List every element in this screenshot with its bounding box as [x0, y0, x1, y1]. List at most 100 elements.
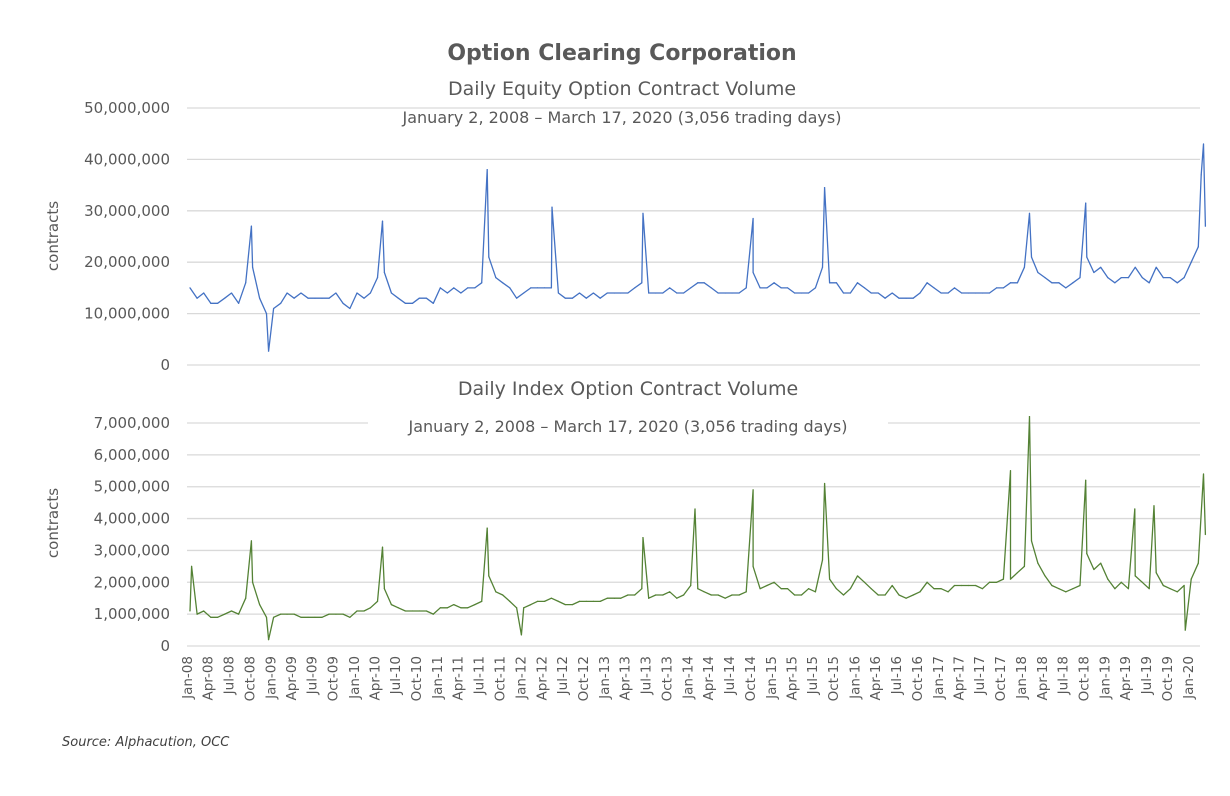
data-point	[265, 616, 268, 618]
data-point	[238, 613, 240, 615]
x-tick-label: Jan-15	[764, 656, 780, 700]
data-point	[676, 292, 678, 294]
x-tick-label: Apr-17	[951, 656, 967, 701]
data-point	[1190, 261, 1192, 263]
data-point	[259, 297, 261, 299]
data-point	[467, 287, 469, 289]
data-point	[1155, 266, 1157, 268]
x-tick-label: Oct-08	[242, 656, 258, 701]
data-point	[381, 220, 384, 222]
data-point	[425, 297, 427, 299]
data-point	[217, 302, 219, 304]
data-point	[891, 292, 893, 294]
data-point	[557, 292, 560, 294]
data-point	[669, 287, 671, 289]
data-point	[280, 613, 282, 615]
data-point	[1065, 591, 1067, 593]
data-point	[898, 297, 900, 299]
y-tick-label: 10,000,000	[84, 305, 170, 323]
data-point	[780, 588, 782, 590]
x-tick-label: Oct-18	[1077, 656, 1093, 701]
data-point	[1100, 266, 1102, 268]
data-point	[349, 616, 351, 618]
data-point	[250, 225, 253, 227]
data-point	[446, 292, 449, 294]
data-point	[697, 282, 699, 284]
data-point	[203, 610, 205, 612]
data-point	[557, 600, 560, 603]
data-point	[981, 292, 984, 294]
data-point	[230, 292, 233, 294]
data-point	[1204, 533, 1206, 536]
data-point	[1023, 266, 1026, 268]
data-point	[863, 287, 866, 289]
data-point	[1100, 562, 1102, 564]
data-point	[509, 600, 511, 603]
data-point	[717, 292, 719, 294]
data-point	[842, 594, 845, 596]
data-point	[724, 597, 726, 599]
data-point	[432, 302, 434, 304]
data-point	[267, 350, 270, 352]
data-point	[752, 565, 754, 567]
x-tick-label: Oct-15	[826, 656, 842, 701]
x-tick-label: Jan-18	[1014, 656, 1030, 700]
index-panel: 0 1,000,000 2,000,000 3,000,000 4,000,000 5,0…	[44, 410, 1207, 701]
x-tick-label: Jul-10	[388, 656, 404, 695]
data-point	[245, 282, 247, 284]
data-point	[905, 597, 907, 599]
data-point	[251, 266, 254, 268]
x-tick-label: Jan-20	[1181, 656, 1197, 700]
data-point	[613, 292, 616, 294]
data-point	[1072, 588, 1074, 590]
x-tick-label: Oct-14	[743, 656, 759, 701]
data-point	[967, 292, 970, 294]
data-point	[821, 266, 824, 268]
data-point	[1072, 282, 1074, 284]
data-point	[592, 292, 594, 294]
y-tick-label: 50,000,000	[84, 99, 170, 117]
data-point	[856, 575, 859, 577]
data-point	[634, 287, 636, 289]
data-point	[190, 565, 193, 567]
data-point	[404, 610, 406, 612]
data-point	[752, 217, 754, 220]
x-tick-label: Oct-09	[326, 656, 342, 701]
data-point	[1016, 282, 1018, 284]
data-point	[328, 613, 330, 615]
data-point	[196, 297, 198, 299]
data-point	[474, 287, 476, 289]
x-tick-label: Apr-11	[451, 656, 467, 701]
data-point	[1190, 578, 1192, 580]
data-point	[1176, 282, 1178, 284]
data-point	[1184, 629, 1186, 631]
data-point	[1169, 588, 1171, 590]
x-tick-label: Jul-12	[555, 656, 571, 695]
data-point	[1030, 540, 1033, 542]
data-point	[1065, 287, 1067, 289]
data-point	[1162, 584, 1164, 587]
x-tick-label: Apr-08	[201, 656, 217, 701]
x-tick-label: Jan-14	[681, 656, 697, 700]
data-point	[641, 282, 643, 284]
x-tick-label: Apr-15	[784, 656, 800, 701]
data-point	[488, 575, 490, 577]
data-point	[1200, 174, 1202, 176]
data-point	[314, 616, 316, 618]
data-point	[849, 292, 851, 294]
data-point	[823, 482, 826, 485]
data-point	[335, 292, 337, 294]
data-point	[453, 287, 455, 289]
data-point	[1204, 225, 1206, 227]
data-point	[835, 282, 838, 284]
data-point	[683, 292, 685, 294]
data-point	[585, 600, 587, 603]
data-point	[1141, 277, 1143, 279]
data-point	[272, 307, 275, 310]
data-point	[697, 588, 699, 590]
data-point	[342, 302, 344, 304]
data-point	[1127, 277, 1129, 279]
data-point	[293, 297, 295, 299]
data-point	[676, 597, 678, 599]
data-point	[828, 282, 831, 284]
